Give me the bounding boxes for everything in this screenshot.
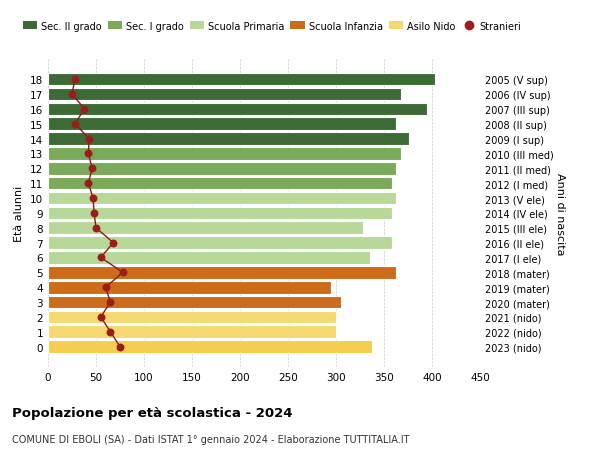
Bar: [48, 192, 395, 205]
Point: [70, 121, 80, 128]
Bar: [48, 252, 370, 264]
Legend: Sec. II grado, Sec. I grado, Scuola Primaria, Scuola Infanzia, Asilo Nido, Stran: Sec. II grado, Sec. I grado, Scuola Prim…: [23, 22, 521, 32]
Point: [106, 299, 115, 306]
Bar: [48, 73, 435, 86]
Bar: [48, 222, 363, 235]
Point: [83, 180, 93, 187]
Y-axis label: Età alunni: Età alunni: [14, 185, 25, 241]
Bar: [48, 103, 427, 116]
Bar: [48, 162, 395, 175]
Point: [101, 284, 110, 291]
Point: [85, 135, 94, 143]
Point: [106, 329, 115, 336]
Text: Popolazione per età scolastica - 2024: Popolazione per età scolastica - 2024: [12, 406, 293, 419]
Point: [89, 210, 99, 217]
Point: [88, 195, 98, 202]
Point: [109, 240, 118, 247]
Text: COMUNE DI EBOLI (SA) - Dati ISTAT 1° gennaio 2024 - Elaborazione TUTTITALIA.IT: COMUNE DI EBOLI (SA) - Dati ISTAT 1° gen…: [12, 434, 409, 444]
Point: [67, 91, 77, 98]
Point: [115, 343, 125, 351]
Bar: [48, 133, 409, 146]
Bar: [48, 118, 397, 131]
Point: [70, 76, 80, 84]
Bar: [48, 281, 331, 294]
Point: [80, 106, 89, 113]
Bar: [48, 341, 373, 353]
Point: [83, 151, 93, 158]
Bar: [48, 178, 392, 190]
Bar: [48, 148, 401, 160]
Bar: [48, 311, 336, 324]
Y-axis label: Anni di nascita: Anni di nascita: [555, 172, 565, 255]
Bar: [48, 326, 336, 338]
Bar: [48, 237, 392, 249]
Point: [91, 224, 101, 232]
Bar: [48, 267, 397, 279]
Point: [96, 313, 106, 321]
Point: [88, 165, 97, 173]
Bar: [48, 207, 392, 220]
Point: [96, 254, 106, 262]
Bar: [48, 89, 401, 101]
Bar: [48, 296, 341, 309]
Point: [118, 269, 128, 276]
